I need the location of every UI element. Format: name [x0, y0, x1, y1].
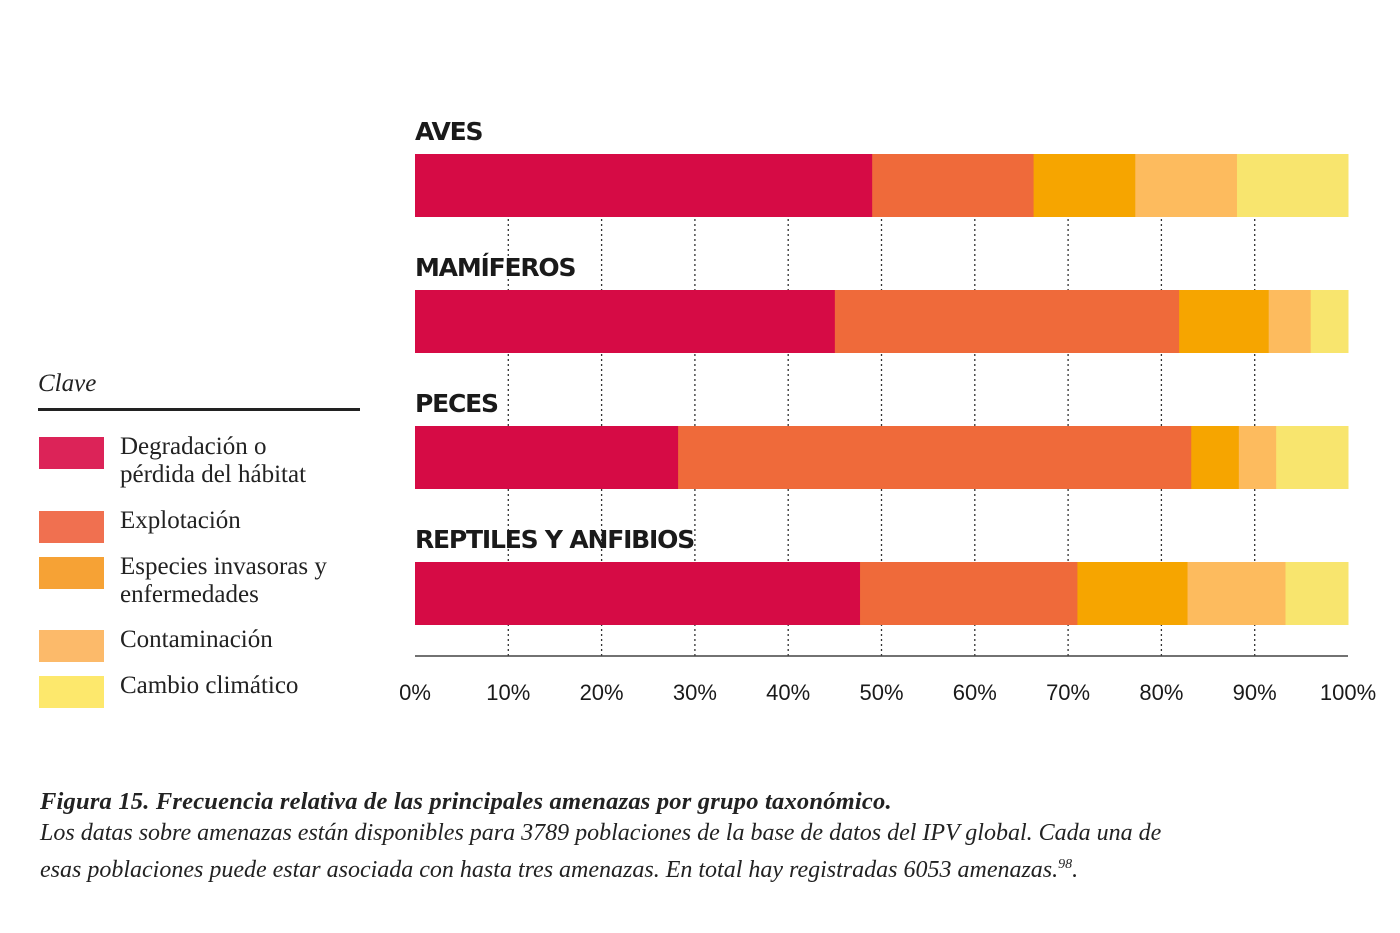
- caption-line-1: Los datas sobre amenazas están disponibl…: [40, 820, 1162, 846]
- x-axis: 0% 10% 20% 30% 40% 50% 60% 70% 80% 90% 100%: [399, 655, 1376, 705]
- figure-caption: Figura 15. Frecuencia relativa de las pr…: [40, 786, 1370, 886]
- group-label-aves: AVES: [415, 117, 482, 146]
- x-tick-label-40: 40%: [766, 680, 810, 705]
- bar-reptiles-y-anfibios-explotacion: [860, 562, 1078, 625]
- bar-peces-explotacion: [678, 426, 1192, 489]
- bar-mamiferos-degradacion-o-perdida-del-habitat: [415, 290, 836, 353]
- legend-label-line-1: Contaminación: [120, 626, 273, 653]
- legend-label: Cambio climático: [120, 672, 380, 700]
- bar-reptiles-y-anfibios-contaminacion: [1187, 562, 1286, 625]
- legend-label-line-1: Cambio climático: [120, 672, 299, 699]
- legend-label-line-1: Degradación o: [120, 433, 267, 460]
- caption-end: .: [1072, 857, 1079, 883]
- legend-label: Contaminación: [120, 626, 380, 654]
- bar-mamiferos-contaminacion: [1268, 290, 1312, 353]
- x-tick-label-50: 50%: [859, 680, 903, 705]
- legend-label: Degradación o pérdida del hábitat: [120, 433, 380, 489]
- legend-swatch: [39, 630, 104, 662]
- legend-label-line-1: Especies invasoras y: [120, 553, 327, 580]
- legend-title: Clave: [38, 370, 360, 411]
- bar-peces-contaminacion: [1238, 426, 1277, 489]
- bar-peces-especies-invasoras-y-enfermedades: [1191, 426, 1240, 489]
- bars: [415, 154, 1349, 625]
- bar-aves-cambio-climatico: [1236, 154, 1349, 217]
- legend-label-line-2: pérdida del hábitat: [120, 461, 307, 488]
- bar-aves-contaminacion: [1135, 154, 1238, 217]
- x-tick-label-20: 20%: [580, 680, 624, 705]
- x-tick-label-30: 30%: [673, 680, 717, 705]
- x-tick-label-80: 80%: [1139, 680, 1183, 705]
- bar-aves-especies-invasoras-y-enfermedades: [1033, 154, 1136, 217]
- group-labels: AVES MAMÍFEROS PECES REPTILES Y ANFIBIOS: [415, 117, 695, 554]
- caption-title: Figura 15. Frecuencia relativa de las pr…: [40, 788, 892, 815]
- stacked-bar-chart: AVES MAMÍFEROS PECES REPTILES Y ANFIBIOS 0%…: [399, 117, 1376, 705]
- x-tick-label-0: 0%: [399, 680, 431, 705]
- bar-reptiles-y-anfibios-degradacion-o-perdida-del-habitat: [415, 562, 861, 625]
- bar-reptiles-y-anfibios-especies-invasoras-y-enfermedades: [1077, 562, 1189, 625]
- legend-label: Explotación: [120, 507, 380, 535]
- caption-body: Los datas sobre amenazas están disponibl…: [40, 818, 1370, 886]
- bar-mamiferos-explotacion: [834, 290, 1180, 353]
- x-tick-label-90: 90%: [1233, 680, 1277, 705]
- legend-swatch: [39, 511, 104, 543]
- legend-swatch: [39, 676, 104, 708]
- group-label-mamiferos: MAMÍFEROS: [415, 253, 575, 282]
- legend-label-line-1: Explotación: [120, 507, 241, 534]
- legend-swatch: [39, 437, 104, 469]
- x-tick-label-100: 100%: [1320, 680, 1376, 705]
- bar-peces-cambio-climatico: [1276, 426, 1349, 489]
- bar-mamiferos-especies-invasoras-y-enfermedades: [1179, 290, 1270, 353]
- legend: Clave Degradación o pérdida del hábitat Ex…: [38, 370, 360, 708]
- x-tick-label-60: 60%: [953, 680, 997, 705]
- x-tick-label-10: 10%: [486, 680, 530, 705]
- legend-swatch: [39, 557, 104, 589]
- gridlines: [507, 154, 1256, 656]
- group-label-reptiles-y-anfibios: REPTILES Y ANFIBIOS: [415, 525, 694, 554]
- legend-label-line-2: enfermedades: [120, 581, 259, 608]
- group-label-peces: PECES: [415, 389, 498, 418]
- bar-reptiles-y-anfibios-cambio-climatico: [1285, 562, 1349, 625]
- legend-label: Especies invasoras y enfermedades: [120, 553, 380, 609]
- caption-line-2: esas poblaciones puede estar asociada co…: [40, 857, 1059, 883]
- bar-aves-explotacion: [872, 154, 1035, 217]
- bar-peces-degradacion-o-perdida-del-habitat: [415, 426, 679, 489]
- bar-mamiferos-cambio-climatico: [1310, 290, 1349, 353]
- x-tick-label-70: 70%: [1046, 680, 1090, 705]
- caption-reference: 98: [1058, 857, 1073, 872]
- bar-aves-degradacion-o-perdida-del-habitat: [415, 154, 873, 217]
